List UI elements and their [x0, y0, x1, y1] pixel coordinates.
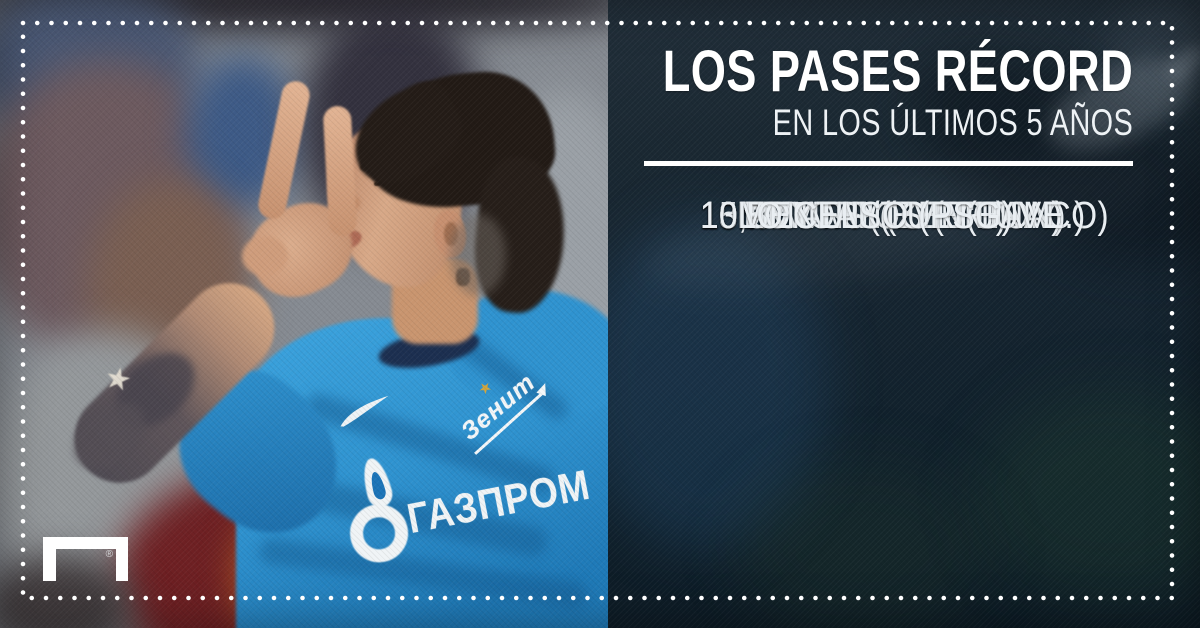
player-hair-fade [450, 214, 506, 296]
transfer-row: 15M DRIUSSI (ZENIT) [700, 183, 1133, 249]
fee-value: 13M [700, 195, 767, 238]
page-subtitle: EN LOS ÚLTIMOS 5 AÑOS [772, 102, 1133, 143]
goal-logo: ® [43, 537, 128, 581]
title-divider [644, 161, 1133, 166]
player-name: F. MORI (EVERTON) [743, 195, 1067, 238]
fee-value: 10,5M [700, 195, 796, 238]
player-name: OCAMPOS (MONACO) [749, 195, 1110, 238]
player-name: BENTANCUR (JUVE.) [746, 195, 1086, 238]
player-name: LO CELSO (PSG) [737, 195, 1014, 238]
star-tattoo-icon: ★ [101, 360, 135, 399]
gazprom-ring-icon [345, 499, 414, 568]
player-name: DRIUSSI (ZENIT) [736, 195, 1008, 238]
transfer-row: 13M F. MORI (EVERTON) [700, 183, 1133, 249]
transfer-row: 10M LO CELSO (PSG) [700, 183, 1133, 249]
registered-mark: ® [105, 549, 113, 560]
transfer-row: 10,5M FOYTH (TOTT'HAM) [700, 183, 1133, 249]
player-thumb [242, 236, 288, 276]
fee-value: 13M [700, 195, 767, 238]
player-photo: ★ ★ Зенит ГАЗПРОМ [0, 0, 608, 628]
transfer-list: 15M DRIUSSI (ZENIT) 13M OCAMPOS (MONACO)… [700, 183, 1133, 582]
transfer-row: 13M OCAMPOS (MONACO) [700, 183, 1133, 249]
fee-value: 10M [700, 195, 767, 238]
transfer-row: 10M BENTANCUR (JUVE.) [700, 183, 1133, 249]
page-title: LOS PASES RÉCORD [662, 39, 1133, 104]
fee-value: 10M [700, 195, 767, 238]
gazprom-wordmark: ГАЗПРОМ [403, 460, 594, 543]
player-name: FOYTH (TOTT'HAM) [743, 195, 1063, 238]
fee-value: 15M [700, 195, 767, 238]
